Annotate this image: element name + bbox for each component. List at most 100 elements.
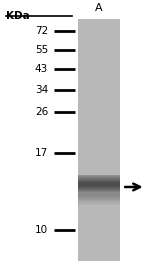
Bar — [78, 77, 120, 78]
Bar — [78, 240, 120, 242]
Bar — [78, 108, 120, 110]
Bar — [78, 127, 120, 128]
Text: A: A — [95, 3, 103, 13]
Bar — [78, 78, 120, 79]
Bar — [78, 257, 120, 259]
Bar — [78, 192, 120, 193]
Bar — [78, 40, 120, 41]
Bar — [78, 113, 120, 115]
Bar — [78, 27, 120, 29]
Bar — [78, 198, 120, 199]
Bar — [78, 102, 120, 104]
Bar — [78, 29, 120, 30]
Bar — [78, 186, 120, 187]
Bar — [78, 35, 120, 36]
Bar — [78, 19, 120, 20]
Bar — [78, 220, 120, 221]
Bar — [78, 64, 120, 65]
Bar — [78, 209, 120, 210]
Bar — [78, 185, 120, 186]
Bar — [78, 72, 120, 73]
Bar — [78, 62, 120, 64]
Bar — [78, 79, 120, 81]
Bar — [78, 55, 120, 56]
Bar — [78, 61, 120, 62]
Bar — [78, 156, 120, 157]
Bar — [78, 88, 120, 89]
Text: 10: 10 — [35, 225, 48, 235]
Bar — [78, 199, 120, 200]
Bar — [78, 81, 120, 82]
Bar — [78, 175, 120, 176]
Bar — [78, 137, 120, 139]
Bar — [78, 254, 120, 255]
Bar — [78, 75, 120, 76]
Bar — [78, 256, 120, 257]
Bar — [78, 145, 120, 146]
Bar — [78, 193, 120, 194]
Bar — [78, 221, 120, 222]
Bar — [78, 98, 120, 99]
Bar — [78, 259, 120, 260]
Bar — [78, 134, 120, 135]
Bar — [78, 47, 120, 48]
Bar — [78, 176, 120, 177]
Bar — [78, 115, 120, 116]
Bar — [78, 162, 120, 163]
Bar — [78, 243, 120, 244]
Bar — [78, 177, 120, 178]
Bar — [78, 228, 120, 229]
Bar — [78, 174, 120, 175]
Bar — [78, 60, 120, 61]
Bar — [78, 111, 120, 112]
Bar — [78, 219, 120, 220]
Bar — [78, 66, 120, 67]
Bar — [78, 245, 120, 246]
Bar — [78, 190, 120, 191]
Bar — [78, 129, 120, 130]
Bar — [78, 105, 120, 106]
Bar — [78, 65, 120, 66]
Bar — [78, 30, 120, 31]
Bar — [78, 179, 120, 180]
Bar — [78, 110, 120, 111]
Bar — [78, 158, 120, 159]
Bar — [78, 191, 120, 192]
Bar — [78, 42, 120, 43]
Bar — [78, 239, 120, 240]
Bar — [78, 249, 120, 250]
Bar — [78, 208, 120, 209]
Bar — [78, 56, 120, 58]
Bar — [78, 211, 120, 213]
Bar — [78, 213, 120, 214]
Text: 55: 55 — [35, 45, 48, 55]
Bar — [78, 117, 120, 118]
Bar — [78, 99, 120, 100]
Bar — [78, 237, 120, 238]
Bar — [78, 226, 120, 227]
Bar — [78, 157, 120, 158]
Bar — [78, 96, 120, 98]
Bar — [78, 204, 120, 205]
Bar — [78, 151, 120, 152]
Bar — [78, 73, 120, 75]
Bar — [78, 193, 120, 194]
Bar — [78, 141, 120, 142]
Bar — [78, 91, 120, 93]
Bar — [78, 45, 120, 47]
Bar — [78, 118, 120, 119]
Bar — [78, 201, 120, 202]
Bar — [78, 124, 120, 125]
Bar — [78, 232, 120, 233]
Bar — [78, 31, 120, 32]
Bar — [78, 119, 120, 121]
Bar — [78, 24, 120, 25]
Bar — [78, 70, 120, 71]
Bar — [78, 142, 120, 144]
Bar — [78, 188, 120, 189]
Bar — [78, 222, 120, 224]
Bar — [78, 104, 120, 105]
Bar — [78, 106, 120, 107]
Text: KDa: KDa — [6, 11, 30, 21]
Bar — [78, 95, 120, 96]
